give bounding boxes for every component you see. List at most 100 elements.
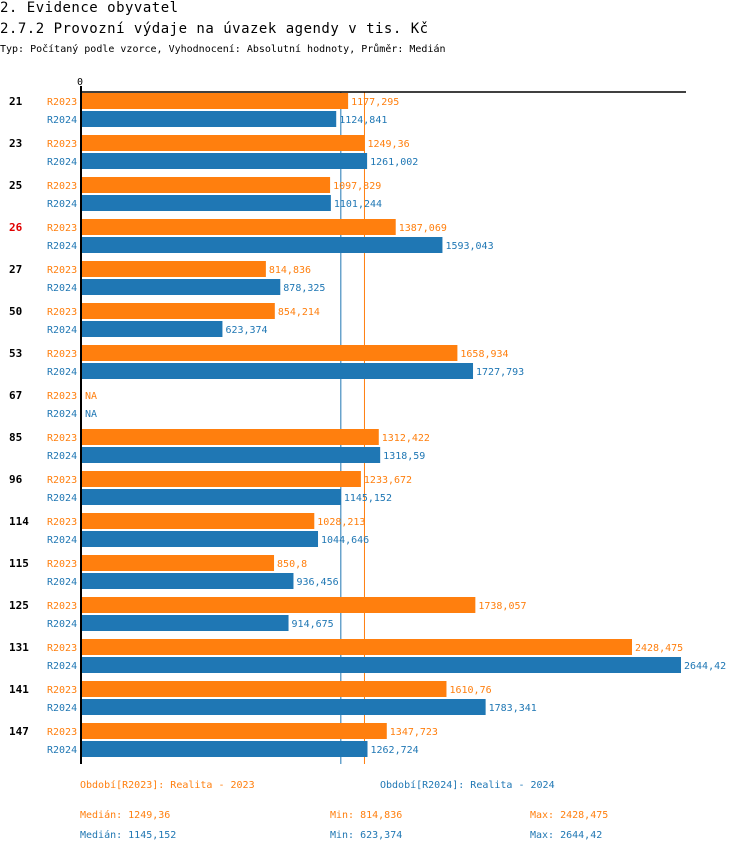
data-label: 1145,152 xyxy=(344,493,392,504)
category-label: 25 xyxy=(9,179,22,192)
data-label: 1097,829 xyxy=(333,181,381,192)
series-label: R2023 xyxy=(47,97,77,108)
bar xyxy=(81,513,315,529)
data-label: 1233,672 xyxy=(364,475,412,486)
bar xyxy=(81,597,476,613)
data-label: 1727,793 xyxy=(476,367,524,378)
bar xyxy=(81,303,275,319)
data-label: 814,836 xyxy=(269,265,311,276)
bar xyxy=(81,447,381,463)
chart-subtitle: Typ: Počítaný podle vzorce, Vyhodnocení:… xyxy=(0,44,446,55)
series-label: R2024 xyxy=(47,493,77,504)
legend-r2024: Období[R2024]: Realita - 2024 xyxy=(380,780,555,791)
category-label: 96 xyxy=(9,473,23,486)
bar xyxy=(81,657,681,673)
series-label: R2023 xyxy=(47,139,77,150)
data-label: 1312,422 xyxy=(382,433,430,444)
bar xyxy=(81,345,458,361)
data-label: 878,325 xyxy=(283,283,325,294)
data-label: 623,374 xyxy=(225,325,267,336)
series-label: R2024 xyxy=(47,451,77,462)
data-label: 1262,724 xyxy=(371,745,419,756)
category-label: 67 xyxy=(9,389,22,402)
category-label: 131 xyxy=(9,641,29,654)
data-label: 914,675 xyxy=(292,619,334,630)
data-label: NA xyxy=(85,391,97,402)
stat-median-r2024: Medián: 1145,152 xyxy=(80,830,177,841)
series-label: R2024 xyxy=(47,241,77,252)
category-label: 50 xyxy=(9,305,22,318)
bar xyxy=(81,111,337,127)
series-label: R2023 xyxy=(47,307,77,318)
bar xyxy=(81,93,349,109)
stat-min-r2024: Min: 623,374 xyxy=(330,830,403,841)
series-label: R2023 xyxy=(47,391,77,402)
series-label: R2023 xyxy=(47,181,77,192)
series-label: R2023 xyxy=(47,601,77,612)
category-label: 27 xyxy=(9,263,22,276)
series-label: R2023 xyxy=(47,517,77,528)
series-label: R2024 xyxy=(47,409,77,420)
bar xyxy=(81,723,387,739)
category-label: 26 xyxy=(9,221,23,234)
series-label: R2024 xyxy=(47,199,77,210)
bar xyxy=(81,177,331,193)
series-label: R2023 xyxy=(47,727,77,738)
bar xyxy=(81,237,443,253)
bar xyxy=(81,639,633,655)
category-label: 23 xyxy=(9,137,22,150)
bar xyxy=(81,555,275,571)
section-heading: 2. Evidence obyvatel xyxy=(0,0,179,16)
data-label: 1318,59 xyxy=(383,451,425,462)
data-label: 2428,475 xyxy=(635,643,683,654)
series-label: R2024 xyxy=(47,367,77,378)
series-label: R2023 xyxy=(47,433,77,444)
series-label: R2023 xyxy=(47,223,77,234)
bar xyxy=(81,135,365,151)
bar xyxy=(81,195,331,211)
data-label: 936,456 xyxy=(296,577,338,588)
data-label: 1249,36 xyxy=(367,139,409,150)
bar xyxy=(81,219,396,235)
data-label: 1101,244 xyxy=(334,199,382,210)
category-label: 147 xyxy=(9,725,29,738)
bar-chart: 0 21 R2023 1177,295 R2024 1124,841 23 R2023 1249… xyxy=(9,77,726,764)
series-label: R2024 xyxy=(47,325,77,336)
series-label: R2023 xyxy=(47,475,77,486)
stat-min-r2023: Min: 814,836 xyxy=(330,810,403,821)
bar xyxy=(81,531,319,547)
data-label: 1387,069 xyxy=(399,223,447,234)
bar xyxy=(81,489,341,505)
bar xyxy=(81,429,379,445)
category-label: 141 xyxy=(9,683,29,696)
category-label: 53 xyxy=(9,347,22,360)
data-label: 1261,002 xyxy=(370,157,418,168)
data-label: NA xyxy=(85,409,97,420)
data-label: 2644,42 xyxy=(684,661,726,672)
series-label: R2023 xyxy=(47,559,77,570)
series-label: R2024 xyxy=(47,157,77,168)
series-label: R2023 xyxy=(47,685,77,696)
stat-median-r2023: Medián: 1249,36 xyxy=(80,810,171,821)
series-label: R2023 xyxy=(47,265,77,276)
data-label: 1044,646 xyxy=(321,535,369,546)
bar xyxy=(81,573,294,589)
data-label: 1347,723 xyxy=(390,727,438,738)
data-label: 1658,934 xyxy=(460,349,508,360)
bar xyxy=(81,261,266,277)
data-label: 1124,841 xyxy=(339,115,387,126)
series-label: R2023 xyxy=(47,349,77,360)
bar xyxy=(81,279,281,295)
data-label: 1028,213 xyxy=(317,517,365,528)
category-label: 115 xyxy=(9,557,29,570)
series-label: R2024 xyxy=(47,577,77,588)
data-label: 1783,341 xyxy=(489,703,537,714)
bar xyxy=(81,363,474,379)
data-label: 850,8 xyxy=(277,559,307,570)
category-label: 125 xyxy=(9,599,29,612)
bar xyxy=(81,741,368,757)
category-label: 85 xyxy=(9,431,22,444)
data-label: 1593,043 xyxy=(445,241,493,252)
series-label: R2024 xyxy=(47,661,77,672)
series-label: R2024 xyxy=(47,535,77,546)
